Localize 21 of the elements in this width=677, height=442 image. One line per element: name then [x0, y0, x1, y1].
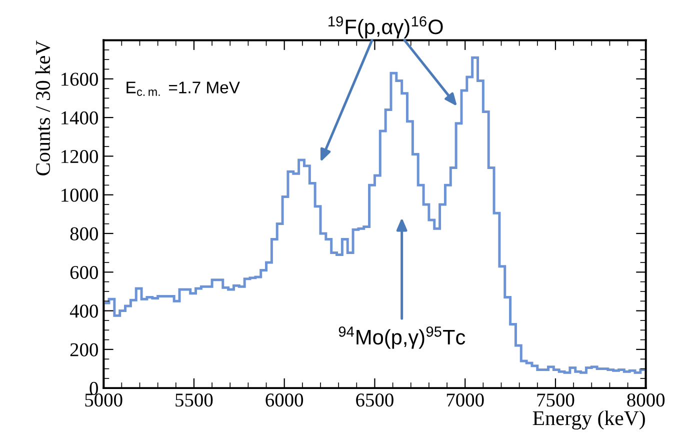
y-tick-label: 1400 — [62, 111, 98, 124]
x-tick-label: 6500 — [356, 394, 394, 407]
y-tick-label: 400 — [70, 304, 98, 318]
text: $^{19}$F(p,αγ)$^{16}$O — [328, 16, 443, 38]
y-tick-label: 1000 — [62, 188, 98, 202]
y-axis-title: Counts / 30 keV — [35, 40, 50, 176]
x-tick-label: 5000 — [85, 394, 122, 407]
y-tick-label: 800 — [70, 227, 98, 240]
y-tick-label: 1600 — [62, 72, 98, 86]
x-tick-label: 5500 — [176, 394, 213, 407]
x-tick-label: 6000 — [266, 394, 304, 407]
x-tick-label: 7500 — [537, 394, 574, 407]
y-tick-label: 1200 — [62, 150, 98, 164]
x-tick-label: 8000 — [627, 394, 665, 407]
annotation: $^{94}$Mo(p,γ)$^{95}$Tc — [338, 326, 466, 349]
annotation: E$_{c.m.}$ =1.7 MeV — [126, 82, 240, 96]
y-tick-label: 0 — [90, 382, 98, 396]
y-tick-label: 600 — [70, 266, 98, 280]
y-tick-label: 200 — [70, 343, 98, 356]
x-axis-title: Energy (keV) — [532, 410, 645, 430]
x-tick-label: 7000 — [446, 394, 484, 407]
